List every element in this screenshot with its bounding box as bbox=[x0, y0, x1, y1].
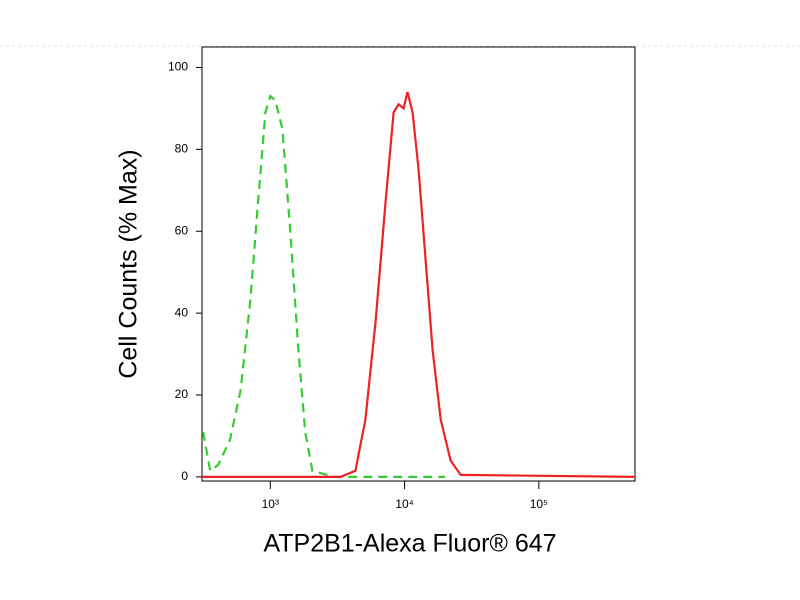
x-tick-label: 10⁵ bbox=[530, 497, 548, 511]
histogram-line bbox=[202, 94, 445, 478]
y-tick-label: 60 bbox=[175, 223, 189, 237]
x-tick-label: 10³ bbox=[262, 497, 279, 511]
x-axis-title: ATP2B1-Alexa Fluor® 647 bbox=[263, 530, 556, 558]
histogram-line bbox=[202, 91, 636, 478]
y-tick-label: 100 bbox=[168, 60, 188, 74]
y-tick-label: 20 bbox=[175, 387, 189, 401]
y-tick-label: 40 bbox=[175, 305, 189, 319]
plot-frame bbox=[201, 46, 636, 482]
x-tick-label: 10⁴ bbox=[395, 497, 414, 511]
y-axis-title: Cell Counts (% Max) bbox=[115, 149, 143, 378]
y-tick-label: 0 bbox=[181, 469, 188, 483]
y-tick-label: 80 bbox=[175, 142, 189, 156]
